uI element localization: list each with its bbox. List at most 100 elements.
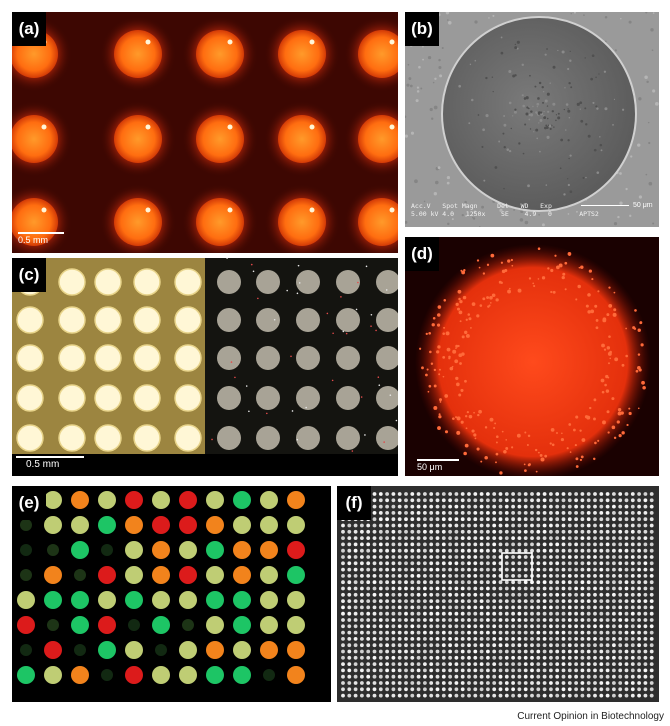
array-dot [410,637,415,641]
array-dot [542,574,547,578]
spot-c-white [58,268,86,296]
array-dot [580,555,585,559]
fluorescent-speck [590,309,595,314]
array-dot [549,599,553,603]
microarray-spot [287,516,305,534]
spot-highlight [41,124,47,130]
array-dot [649,668,654,673]
sem-disc-texture [485,76,488,80]
array-dot [404,693,408,698]
array-dot [486,580,490,585]
array-dot [423,655,427,660]
spot-c-grey [376,346,398,370]
array-dot [410,649,415,654]
fluorescent-speck [537,278,540,280]
array-dot [353,548,358,553]
array-dot [536,542,541,547]
panel-d-fluorescence [415,244,651,476]
sem-disc-texture [537,97,540,100]
array-dot [441,630,446,635]
array-dot [567,637,572,641]
array-dot [536,523,541,528]
array-dot [404,649,408,654]
array-dot [549,548,553,553]
array-dot [360,681,364,685]
fluorescent-speck [587,293,591,297]
array-dot [366,674,371,679]
array-dot [530,649,534,654]
array-dot [649,611,654,616]
array-dot [517,674,522,679]
array-dot [605,630,610,635]
array-dot [605,504,610,509]
array-dot [435,517,440,522]
array-dot [416,492,421,496]
array-dot [492,586,497,591]
array-dot [429,618,434,622]
array-dot [441,498,446,503]
microarray-spot [179,641,197,659]
array-dot [580,567,585,572]
fluorescent-speck [510,258,513,262]
array-dot [511,511,515,515]
sem-disc-texture [500,36,503,39]
sem-texture [427,55,432,60]
array-dot [586,662,591,666]
sem-disc-texture [596,107,599,110]
array-dot [467,580,471,585]
array-dot [549,693,553,698]
array-dot [637,517,641,522]
array-dot [479,643,484,648]
array-dot [517,605,522,610]
array-dot [542,662,547,666]
array-dot [618,681,623,685]
array-dot [467,643,471,648]
array-dot [549,492,553,496]
array-dot [555,674,560,679]
array-dot [404,574,408,578]
array-dot [441,605,446,610]
dust-speck [290,355,292,358]
array-dot [561,637,566,641]
array-dot [486,492,490,496]
sem-disc-texture [599,136,601,138]
sem-texture [474,20,478,24]
array-dot [423,548,427,553]
spot-highlight [227,39,233,45]
microarray-spot [152,616,170,634]
array-dot [504,637,509,641]
array-dot [574,567,578,572]
array-dot [618,492,623,496]
array-dot [353,618,358,622]
array-dot [410,655,415,660]
array-dot [378,567,383,572]
array-dot [486,630,490,635]
sem-disc-texture [549,127,552,131]
array-dot [385,643,389,648]
array-dot [549,523,553,528]
array-dot [435,511,440,515]
array-dot [549,586,553,591]
array-dot [605,517,610,522]
array-dot [517,586,522,591]
array-dot [467,555,471,559]
array-dot [423,517,427,522]
dust-speck [378,384,381,387]
array-dot [391,624,396,629]
array-dot [555,630,560,635]
array-dot [536,536,541,540]
array-dot [454,592,459,597]
array-dot [448,637,452,641]
array-dot [574,517,578,522]
sem-disc-texture [600,149,603,152]
sem-texture [644,75,648,80]
fluorescent-speck [482,297,486,301]
array-dot [555,681,560,685]
array-dot [643,542,648,547]
array-dot [479,693,484,698]
sem-texture [405,115,407,118]
array-dot [605,567,610,572]
array-dot [555,517,560,522]
array-dot [353,681,358,685]
array-dot [561,555,566,559]
